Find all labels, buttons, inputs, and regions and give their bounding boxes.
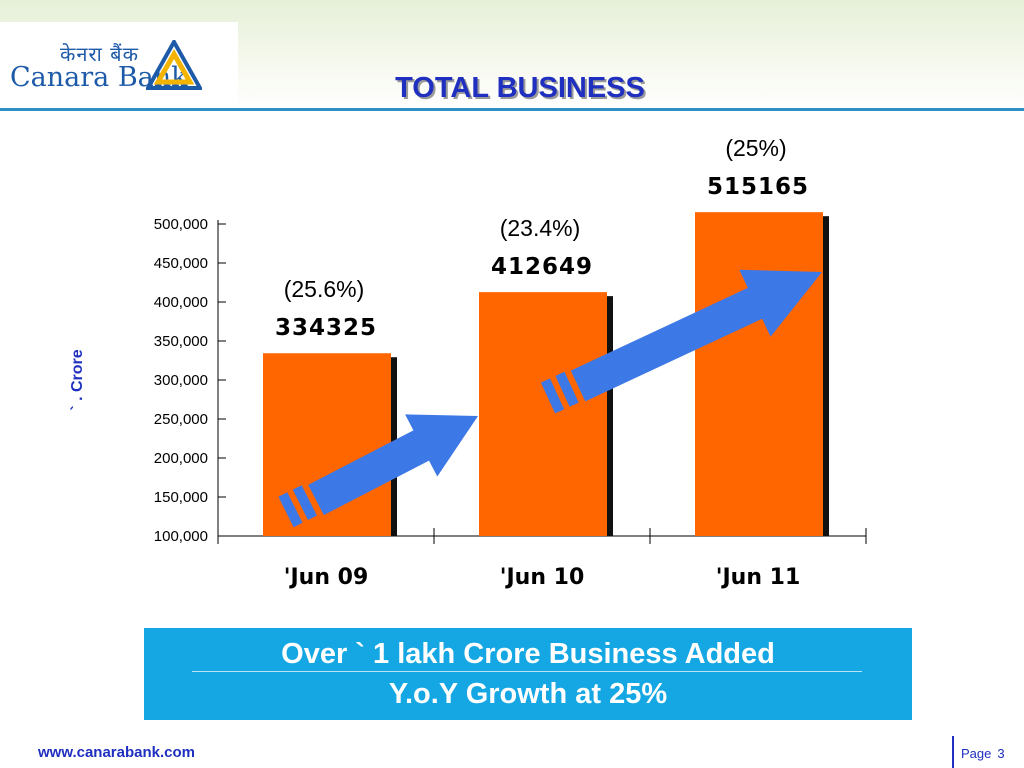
footer-website-link[interactable]: www.canarabank.com — [38, 744, 196, 761]
summary-line-2: Y.o.Y Growth at 25% — [388, 678, 668, 710]
y-axis-label: ` . Crore — [69, 349, 86, 410]
summary-line-1: Over ` 1 lakh Crore Business Added — [281, 638, 775, 670]
canara-triangle-logo-icon — [146, 40, 202, 90]
y-tick-label: 200,000 — [154, 450, 208, 467]
header-rule — [0, 108, 1024, 111]
growth-arrow-icon — [308, 414, 478, 516]
y-tick-label: 450,000 — [154, 255, 208, 272]
y-tick-label: 400,000 — [154, 294, 208, 311]
x-tick-label: 'Jun 10 — [500, 565, 585, 590]
x-tick-label: 'Jun 11 — [716, 565, 801, 590]
growth-arrow-stripe — [540, 378, 565, 414]
total-business-chart: 100,000 150,000 200,000 250,000 300,000 350,0… — [69, 135, 867, 590]
growth-arrow-stripe — [292, 485, 317, 520]
footer-page-indicator: Page 3 — [961, 746, 1011, 761]
x-tick-label: 'Jun 09 — [284, 565, 369, 590]
y-tick-label: 500,000 — [154, 216, 208, 233]
y-tick-label: 250,000 — [154, 411, 208, 428]
growth-arrow-icon — [570, 269, 822, 402]
logo-hindi-text: केनरा बैंक — [60, 42, 139, 66]
page-number: 3 — [997, 746, 1005, 761]
footer-separator — [952, 736, 954, 768]
bar-growth-label: (25.6%) — [284, 276, 365, 302]
y-tick-label: 150,000 — [154, 489, 208, 506]
bar-value-label: 334325 — [275, 315, 377, 341]
canara-bank-logo: केनरा बैंक Canara Bank — [0, 22, 238, 102]
y-tick-label: 350,000 — [154, 333, 208, 350]
summary-divider — [192, 671, 862, 672]
bar — [695, 212, 823, 536]
y-tick-label: 100,000 — [154, 528, 208, 545]
summary-box: Over ` 1 lakh Crore Business Added Y.o.Y… — [144, 628, 912, 720]
growth-arrow-stripe — [555, 371, 579, 407]
page-label: Page — [961, 746, 992, 761]
y-tick-label: 300,000 — [154, 372, 208, 389]
slide-title: TOTAL BUSINESS — [395, 72, 645, 104]
bar-value-label: 412649 — [491, 254, 593, 280]
bar-growth-label: (25%) — [725, 135, 786, 161]
bar — [479, 292, 607, 536]
growth-arrow-stripe — [278, 492, 303, 528]
bar-growth-label: (23.4%) — [500, 215, 581, 241]
bar-value-label: 515165 — [707, 174, 809, 200]
